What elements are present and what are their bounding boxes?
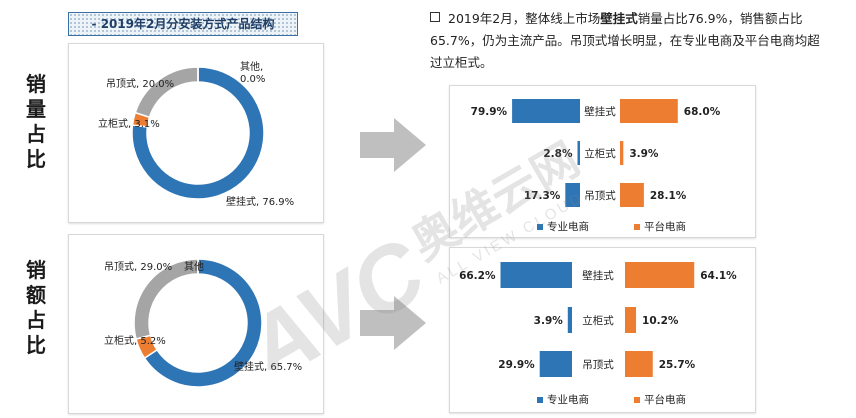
donut-label-cabinet: 立柜式, 5.2% [104, 334, 166, 347]
bar-left-wall [512, 99, 580, 123]
bar-panel-sales [449, 247, 756, 413]
summary-text: 2019年2月，整体线上市场壁挂式销量占比76.9%，销售额占比65.7%，仍为… [430, 8, 830, 74]
bar-right-ceiling [620, 183, 644, 207]
donut-label-ceiling: 吊顶式, 20.0% [106, 77, 174, 90]
legend-label-pro: 专业电商 [547, 220, 589, 233]
legend-swatch-platform [634, 397, 640, 403]
bar-right-label: 68.0% [684, 106, 721, 118]
legend-label-platform: 平台电商 [644, 393, 686, 406]
bar-category-label: 壁挂式 [584, 105, 616, 118]
bar-right-wall [625, 262, 695, 288]
legend-swatch-pro [537, 397, 543, 403]
donut-slice-ceiling [134, 66, 199, 119]
bar-category-label: 吊顶式 [584, 189, 616, 202]
donut-label-ceiling: 吊顶式, 29.0% [104, 260, 172, 273]
donut-chart-volume: 壁挂式, 76.9% 立柜式, 3.1% 吊顶式, 20.0% 其他, 0.0% [98, 60, 294, 208]
bar-right-ceiling [625, 351, 653, 377]
donut-slice-wall [131, 66, 265, 200]
bar-left-label: 66.2% [459, 270, 496, 282]
section-title: - 2019年2月分安装方式产品结构 [68, 12, 298, 36]
bar-category-label: 立柜式 [584, 147, 616, 160]
donut-label-wall: 壁挂式, 65.7% [234, 360, 302, 373]
bar-left-label: 2.8% [543, 148, 573, 160]
bar-category-label: 壁挂式 [582, 269, 614, 282]
bar-right-label: 64.1% [700, 270, 737, 282]
bar-right-label: 10.2% [642, 315, 679, 327]
donut-chart-sales: 壁挂式, 65.7% 立柜式, 5.2% 吊顶式, 29.0% 其他 [104, 258, 302, 388]
side-label-sales: 销额占比 [26, 258, 46, 357]
donut-label-other: 其他, 0.0% [240, 60, 265, 85]
bar-left-wall [500, 262, 572, 288]
summary-part1: 2019年2月，整体线上市场 [448, 11, 601, 26]
legend-swatch-platform [634, 224, 640, 230]
bar-chart-sales: 66.2% 64.1% 壁挂式 3.9% 10.2% 立柜式 29.9% 25.7% 吊顶式专业… [459, 262, 737, 406]
side-label-volume: 销量占比 [26, 72, 46, 171]
bar-chart-volume: 79.9% 68.0% 壁挂式 2.8% 3.9% 立柜式 17.3% 28.1% 吊顶式专业电… [471, 99, 721, 233]
bar-category-label: 立柜式 [582, 314, 614, 327]
right-arrow-icon [360, 118, 426, 172]
bar-left-label: 29.9% [498, 359, 535, 371]
bar-left-label: 3.9% [534, 315, 564, 327]
donut-label-other: 其他 [184, 260, 204, 273]
legend-label-pro: 专业电商 [547, 393, 589, 406]
bar-left-label: 79.9% [471, 106, 508, 118]
bar-left-ceiling [565, 183, 580, 207]
summary-part2: 销量占比76.9%，销售额占比65.7%，仍为主流产品。吊顶式增长明显，在专业电… [430, 11, 820, 70]
bar-left-label: 17.3% [524, 190, 561, 202]
bar-right-wall [620, 99, 678, 123]
donut-label-wall: 壁挂式, 76.9% [226, 195, 294, 208]
bar-left-cabinet [567, 307, 572, 333]
bar-right-label: 28.1% [650, 190, 687, 202]
bar-left-ceiling [539, 351, 572, 377]
legend-label-platform: 平台电商 [644, 220, 686, 233]
legend-swatch-pro [537, 224, 543, 230]
donut-label-cabinet: 立柜式, 3.1% [98, 117, 160, 130]
bar-right-label: 3.9% [629, 148, 659, 160]
bar-left-cabinet [577, 141, 580, 165]
bar-right-label: 25.7% [659, 359, 696, 371]
bar-right-cabinet [625, 307, 637, 333]
donut-slice-wall [143, 258, 263, 388]
bar-category-label: 吊顶式 [582, 358, 614, 371]
bar-right-cabinet [620, 141, 624, 165]
summary-highlight: 壁挂式 [600, 11, 638, 26]
right-arrow-icon [360, 296, 426, 350]
bar-panel-volume [449, 85, 756, 238]
bullet-square-icon [430, 12, 440, 22]
